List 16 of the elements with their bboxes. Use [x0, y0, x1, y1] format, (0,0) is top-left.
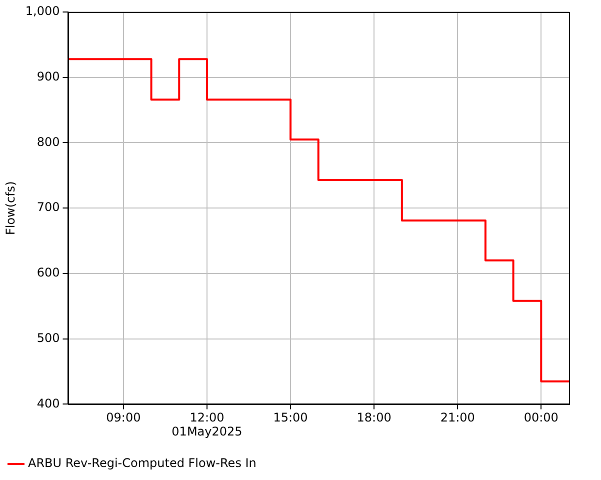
y-tick-label: 700	[36, 200, 60, 214]
y-tick-label: 600	[36, 266, 60, 280]
y-tick-label: 500	[36, 330, 60, 345]
x-axis-title: 01May2025	[172, 424, 242, 438]
x-tick-label: 18:00	[356, 410, 392, 425]
x-tick-label: 12:00	[190, 410, 224, 425]
x-tick-label: 15:00	[273, 410, 308, 425]
x-tick-label: 09:00	[106, 410, 141, 425]
y-tick-label: 800	[36, 134, 60, 149]
x-tick-label: 00:00	[524, 410, 558, 425]
y-tick-label: 900	[36, 69, 60, 84]
y-tick-label: 400	[36, 396, 60, 410]
y-tick-label: 1,000	[25, 4, 60, 18]
y-axis-title: Flow(cfs)	[3, 181, 18, 236]
legend-label: ARBU Rev-Regi-Computed Flow-Res In	[28, 456, 256, 470]
x-tick-label: 21:00	[440, 410, 475, 425]
